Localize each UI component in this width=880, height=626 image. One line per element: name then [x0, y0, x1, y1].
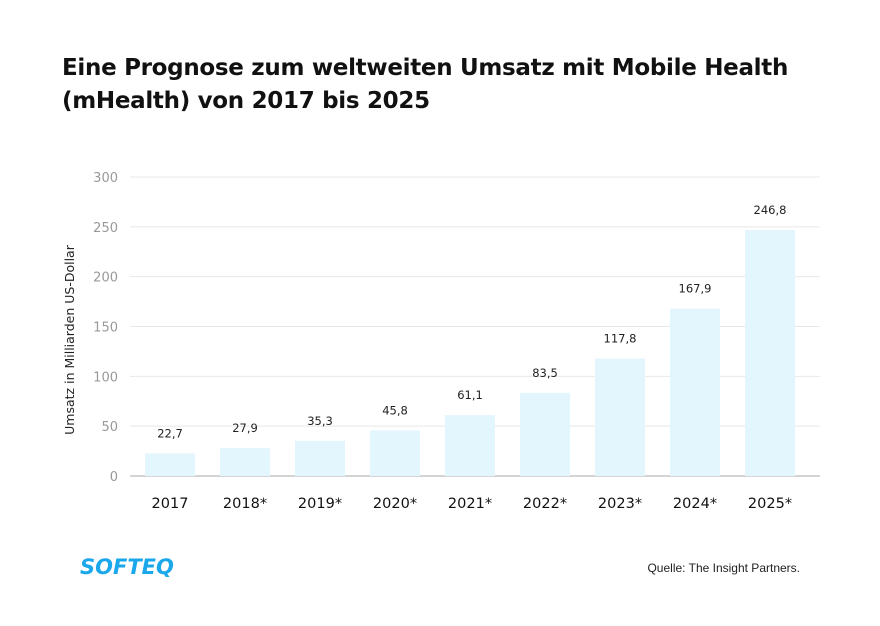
data-label: 35,3	[307, 414, 333, 428]
source-note: Quelle: The Insight Partners.	[647, 561, 800, 575]
bar	[595, 358, 645, 476]
y-tick-label: 50	[101, 420, 118, 435]
data-label: 27,9	[232, 421, 258, 435]
bar	[295, 440, 345, 476]
x-tick-label: 2022*	[523, 496, 567, 512]
bar	[520, 392, 570, 476]
y-axis-label: Umsatz in Milliarden US-Dollar	[62, 244, 77, 435]
data-label: 167,9	[679, 282, 712, 296]
chart-title: Eine Prognose zum weltweiten Umsatz mit …	[62, 55, 789, 114]
bar	[145, 453, 195, 476]
x-tick-label: 2018*	[223, 496, 267, 512]
bar	[370, 430, 420, 476]
bar	[670, 308, 720, 476]
x-tick-label: 2023*	[598, 496, 642, 512]
x-tick-label: 2021*	[448, 496, 492, 512]
x-tick-label: 2017	[152, 496, 189, 512]
y-tick-label: 150	[93, 321, 118, 336]
x-tick-label: 2024*	[673, 496, 717, 512]
y-tick-label: 200	[93, 271, 118, 286]
y-tick-label: 100	[93, 370, 118, 385]
y-tick-label: 250	[93, 221, 118, 236]
data-label: 246,8	[754, 203, 787, 217]
bar	[445, 415, 495, 476]
bar	[745, 230, 795, 476]
data-label: 61,1	[457, 388, 483, 402]
softeq-logo: SOFTEQ	[80, 555, 174, 579]
y-tick-label: 300	[93, 171, 118, 186]
data-label: 83,5	[532, 366, 558, 380]
x-tick-label: 2025*	[748, 496, 792, 512]
x-tick-label: 2020*	[373, 496, 417, 512]
data-label: 22,7	[157, 426, 183, 440]
bar	[220, 448, 270, 476]
x-tick-label: 2019*	[298, 496, 342, 512]
data-label: 45,8	[382, 403, 408, 417]
y-tick-label: 0	[110, 470, 118, 485]
data-label: 117,8	[604, 332, 637, 346]
